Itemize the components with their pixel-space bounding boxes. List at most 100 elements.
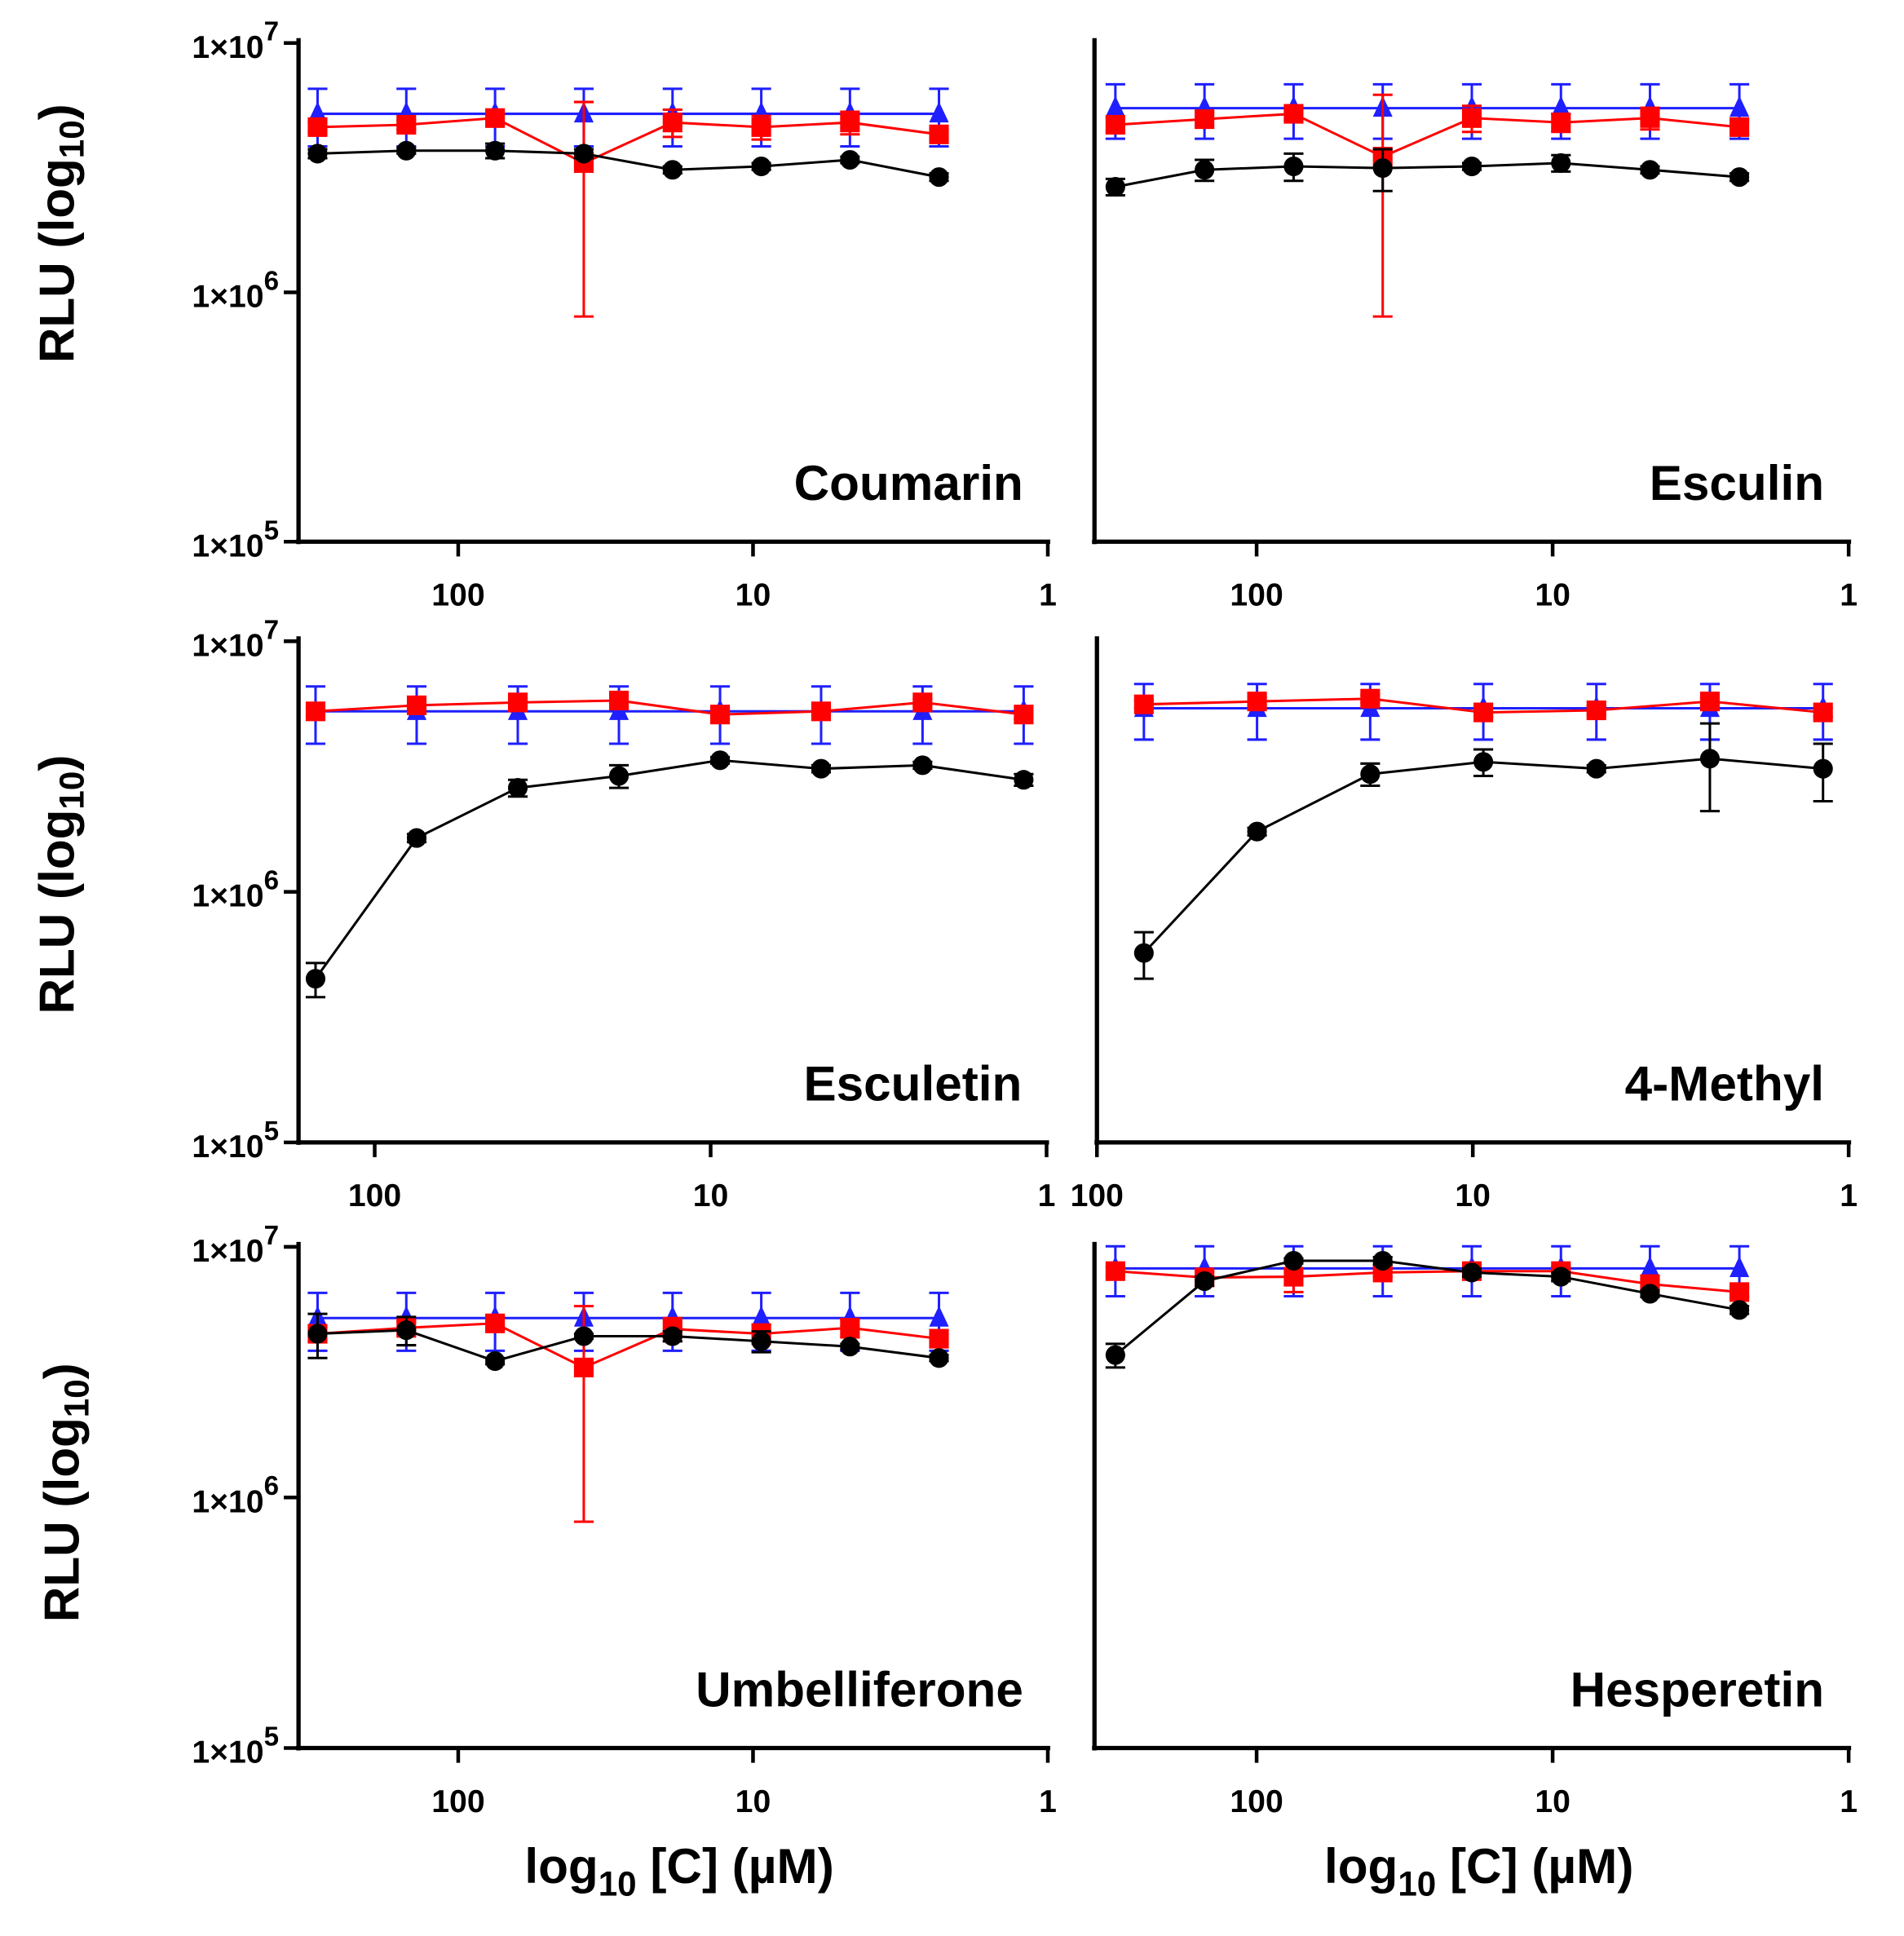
data-point-square [1247, 692, 1267, 712]
series-line-black [314, 758, 1024, 980]
data-point-square [1551, 113, 1571, 133]
y-axis-label-bottom: RLU (log10) [33, 1363, 95, 1622]
x-tick-label: 1 [1038, 1178, 1056, 1213]
x-tick-label: 10 [736, 578, 771, 613]
series-red [305, 690, 1034, 725]
data-point-triangle [751, 1306, 771, 1327]
series-line-red [1115, 113, 1740, 158]
series-line-black [1114, 1259, 1740, 1356]
data-point-triangle [307, 101, 328, 123]
series-black [1105, 148, 1750, 197]
data-point-square [1105, 114, 1125, 135]
data-point-square [307, 117, 328, 137]
data-point-square [1461, 108, 1482, 128]
series-black [307, 140, 949, 188]
panel-4-methyl: 100 10 1 4-Methyl [1071, 636, 1858, 1213]
y-axis-label-middle: RLU (log10) [29, 755, 91, 1014]
data-point-triangle [751, 101, 771, 123]
series-line-black [317, 1328, 939, 1363]
data-point-square [1473, 702, 1494, 723]
data-point-circle [1461, 1262, 1482, 1283]
data-point-square [1133, 694, 1154, 714]
series-red [1133, 688, 1833, 723]
data-point-square [1730, 1282, 1750, 1302]
x-axis-label-left: log10 [C] (µM) [524, 1838, 833, 1903]
data-point-circle [840, 149, 860, 170]
data-point-square [406, 695, 427, 715]
data-point-square [1195, 109, 1215, 130]
panel-esculin: 100 10 1 Esculin [1092, 38, 1858, 613]
series-line-black [1142, 757, 1823, 954]
data-point-circle [1105, 177, 1125, 197]
data-point-circle [929, 1348, 949, 1368]
data-point-square [1014, 705, 1034, 725]
data-point-circle [396, 1320, 417, 1341]
data-point-circle [307, 144, 328, 164]
series-black [1105, 1250, 1750, 1369]
x-tick-label: 100 [431, 1784, 484, 1819]
data-point-square [912, 692, 933, 713]
panel-title: Coumarin [794, 455, 1023, 511]
series-red [307, 100, 949, 318]
data-point-circle [573, 1326, 594, 1346]
data-point-triangle [1730, 1256, 1750, 1277]
series-red [1105, 93, 1750, 318]
panel-esculetin: 100 10 1 1×107 1×106 1×105 Esculetin [192, 615, 1055, 1213]
data-point-square [1813, 702, 1833, 723]
data-point-square [1730, 117, 1750, 137]
y-tick-label: 1×107 [192, 615, 279, 663]
series-line-red [317, 1322, 939, 1369]
data-point-circle [1640, 160, 1660, 180]
data-point-circle [751, 1331, 771, 1351]
x-tick-label: 10 [1455, 1178, 1491, 1213]
panel-umbelliferone: 100 10 1 1×107 1×106 1×105 Umbelliferone [192, 1221, 1057, 1819]
y-tick-label: 1×106 [192, 266, 279, 314]
data-point-circle [485, 140, 506, 161]
series-line-black [317, 149, 939, 179]
series-black [1133, 722, 1833, 980]
x-axis-label-right: log10 [C] (µM) [1324, 1838, 1633, 1903]
data-point-circle [1195, 160, 1215, 180]
data-point-circle [1105, 1345, 1125, 1365]
data-point-triangle [929, 101, 949, 123]
data-point-circle [396, 140, 417, 161]
data-point-circle [912, 755, 933, 776]
data-point-square [305, 701, 326, 722]
panel-title: Umbelliferone [696, 1661, 1023, 1717]
data-point-circle [662, 1326, 683, 1346]
data-point-circle [573, 144, 594, 164]
x-tick-label: 10 [1535, 578, 1570, 613]
data-point-square [751, 117, 771, 137]
y-tick-label: 1×106 [192, 866, 279, 914]
data-point-circle [1640, 1284, 1660, 1304]
data-point-square [840, 113, 860, 133]
data-point-triangle [1551, 95, 1571, 117]
data-point-circle [1551, 152, 1571, 174]
x-tick-label: 1 [1039, 1784, 1057, 1819]
y-tick-label: 1×107 [192, 17, 279, 65]
data-point-circle [507, 778, 528, 798]
series-black [307, 1312, 949, 1372]
data-point-triangle [1730, 95, 1750, 117]
x-tick-label: 1 [1840, 1784, 1858, 1819]
data-point-square [608, 690, 630, 711]
x-tick-label: 10 [1535, 1784, 1570, 1819]
x-tick-label: 100 [1230, 1784, 1283, 1819]
panels: 100 10 1 1×107 1×106 1×105 Coumarin 100 10 1 Escul… [192, 17, 1858, 1819]
x-tick-label: 100 [348, 1178, 401, 1213]
data-point-circle [1133, 943, 1154, 963]
data-point-circle [1014, 770, 1034, 790]
data-point-circle [1372, 1250, 1393, 1271]
data-point-circle [662, 160, 683, 180]
data-point-square [1105, 1261, 1125, 1281]
data-point-square [1360, 688, 1381, 709]
data-point-square [811, 701, 832, 722]
y-axis-label-top: RLU (log10) [29, 104, 91, 363]
data-point-circle [1461, 156, 1482, 177]
data-point-circle [1473, 752, 1494, 772]
data-point-square [1586, 700, 1606, 721]
data-point-circle [1730, 1300, 1750, 1320]
y-tick-label: 1×105 [192, 515, 279, 564]
data-point-circle [1247, 821, 1267, 842]
